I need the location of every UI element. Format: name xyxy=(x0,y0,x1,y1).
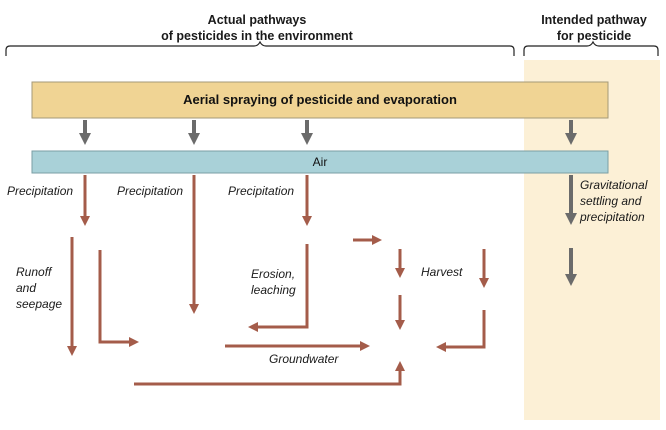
precipitation-label-1: Precipitation xyxy=(7,184,74,198)
intended-pathway-brace xyxy=(523,40,659,56)
runoff-seepage-label: Runoff and seepage xyxy=(16,264,62,312)
air-label: Air xyxy=(312,155,328,169)
erosion-leaching-label: Erosion, leaching xyxy=(251,266,296,298)
erosion-leaching-arrow xyxy=(248,244,309,332)
intended-header-line-1: Intended pathway xyxy=(541,13,647,27)
seepage-arrow xyxy=(98,250,139,347)
gravitational-line-3: precipitation xyxy=(580,210,645,224)
air-bar xyxy=(31,150,609,174)
precipitation-label-3: Precipitation xyxy=(228,184,295,198)
groundwater-up-arrow xyxy=(134,361,405,386)
runoff-line-2: and xyxy=(16,281,37,295)
actual-pathways-header: Actual pathways of pesticides in the env… xyxy=(130,12,384,44)
gravitational-line-2: settling and xyxy=(580,194,642,208)
aerial-spraying-bar xyxy=(31,81,609,119)
intended-header-line-2: for pesticide xyxy=(556,29,632,43)
gravitational-line-1: Gravitational xyxy=(580,178,648,192)
groundwater-label: Groundwater xyxy=(269,352,339,366)
actual-header-line-1: Actual pathways xyxy=(207,13,307,27)
runoff-line-1: Runoff xyxy=(16,265,52,279)
harvest-return-arrow xyxy=(436,310,486,352)
actual-pathways-brace xyxy=(5,40,515,56)
harvest-label: Harvest xyxy=(421,265,463,279)
runoff-line-3: seepage xyxy=(16,297,63,311)
erosion-line-1: Erosion, xyxy=(251,267,296,281)
erosion-line-2: leaching xyxy=(251,283,296,297)
gravitational-label: Gravitational settling and precipitation xyxy=(580,177,647,225)
intended-pathway-header: Intended pathway for pesticide xyxy=(516,12,666,44)
intended-pathway-panel xyxy=(524,60,660,420)
precipitation-label-2: Precipitation xyxy=(117,184,184,198)
actual-header-line-2: of pesticides in the environment xyxy=(161,29,353,43)
aerial-spraying-label: Aerial spraying of pesticide and evapora… xyxy=(183,92,457,107)
